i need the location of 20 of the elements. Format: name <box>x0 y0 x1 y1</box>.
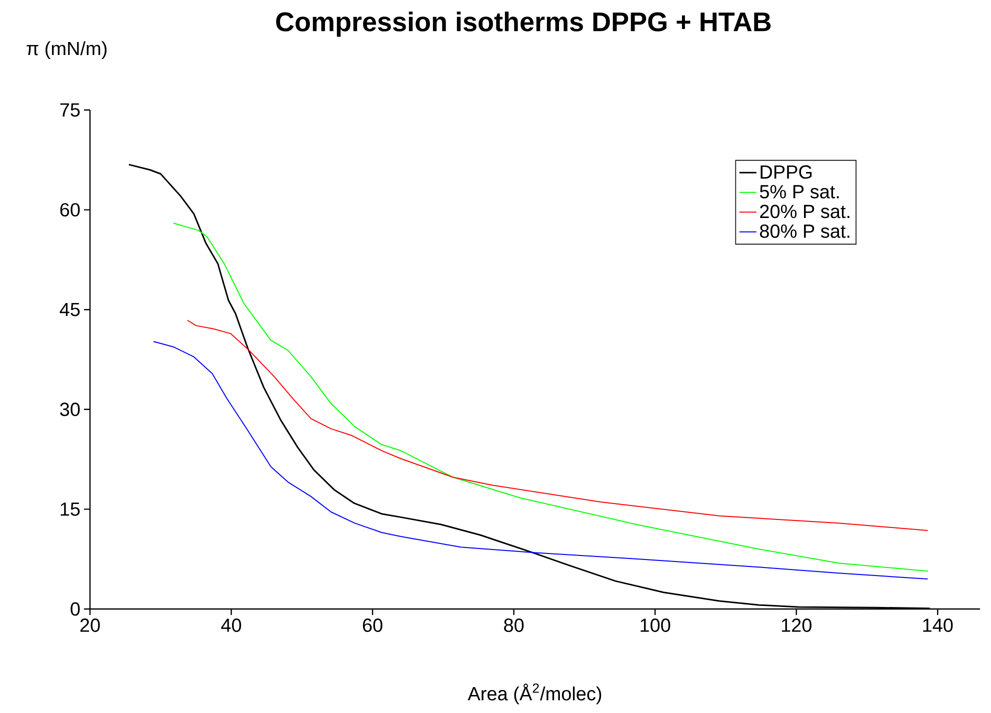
x-tick-label: 20 <box>80 618 100 632</box>
y-tick-label: 0 <box>70 602 80 616</box>
y-tick-label: 60 <box>60 203 80 217</box>
x-tick-label: 140 <box>923 618 953 632</box>
legend-label: 20% P sat. <box>760 204 850 218</box>
x-tick-label: 40 <box>221 618 242 632</box>
x-tick-label: 120 <box>782 618 812 632</box>
y-tick-label: 30 <box>60 402 80 416</box>
y-tick-label: 75 <box>60 103 80 117</box>
x-axis-title: Area (Å$^{2}$/molec) <box>468 683 602 704</box>
legend-label: DPPG <box>760 165 812 179</box>
y-tick-label: 45 <box>60 302 80 316</box>
x-tick-label: 60 <box>362 618 382 632</box>
legend-label: 5% P sat. <box>760 185 839 198</box>
chart-title: Compression isotherms DPPG + HTAB <box>276 12 771 37</box>
x-tick-label: 100 <box>640 618 670 632</box>
y-axis-title: π (mN/m) <box>26 41 107 59</box>
legend-label: 80% P sat. <box>760 224 850 238</box>
x-tick-label: 80 <box>504 618 524 632</box>
y-tick-label: 15 <box>60 502 80 516</box>
